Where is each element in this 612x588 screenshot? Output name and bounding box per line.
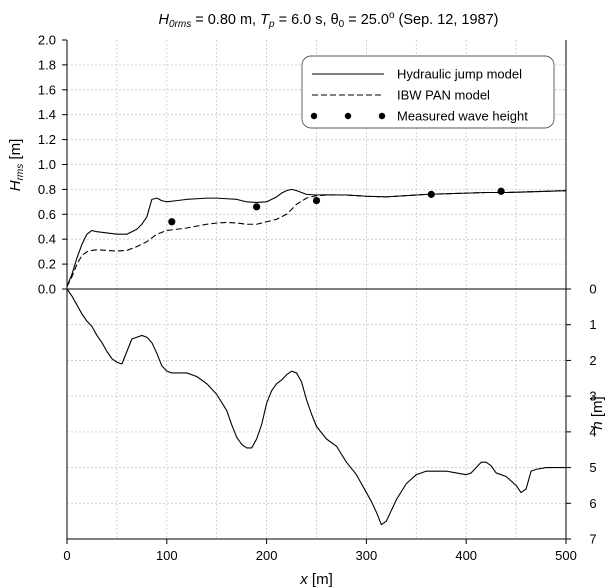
title-part: H (158, 12, 169, 28)
y-bottom-tick-label: 0 (589, 282, 596, 297)
legend: Hydraulic jump model IBW PAN model Measure… (301, 55, 555, 129)
title-part: = 25.0 (344, 12, 389, 28)
y-top-label-main: H (7, 180, 24, 191)
x-tick-label: 0 (63, 548, 70, 563)
y-top-tick-label: 0.8 (38, 182, 56, 197)
y-top-tick-label: 0.2 (38, 257, 56, 272)
y-bottom-tick-label: 2 (589, 353, 596, 368)
measured-point (497, 187, 505, 195)
legend-marker (310, 112, 318, 120)
chart-title: H0rms = 0.80 m, Tp = 6.0 s, θ0 = 25.0o (… (158, 10, 498, 30)
x-tick-label: 400 (455, 548, 477, 563)
y-top-label-unit: [m] (7, 139, 24, 164)
legend-marker (378, 112, 386, 120)
legend-label: IBW PAN model (397, 88, 490, 103)
title-part: 0 (339, 19, 345, 30)
y-top-tick-label: 1.0 (38, 157, 56, 172)
y-bottom-tick-label: 6 (589, 496, 596, 511)
x-tick-label: 200 (256, 548, 278, 563)
y-bottom-label-main: h (589, 421, 606, 429)
y-top-axis-label: Hrms [m] (7, 139, 26, 192)
y-top-tick-label: 1.4 (38, 107, 56, 122)
measured-point (253, 203, 261, 211)
x-axis-label-main: x (299, 571, 308, 588)
x-axis-label-unit: [m] (308, 571, 333, 588)
y-top-tick-label: 0.4 (38, 232, 56, 247)
title-part: = 0.80 m, (191, 12, 260, 28)
y-top-tick-label: 0.0 (38, 282, 56, 297)
title-part: 0rms (169, 19, 191, 30)
y-bottom-label-unit: [m] (589, 396, 606, 421)
x-tick-label: 300 (356, 548, 378, 563)
title-part: o (389, 10, 395, 21)
y-bottom-tick-label: 3 (589, 389, 596, 404)
measured-point (168, 218, 176, 226)
title-part: (Sep. 12, 1987) (395, 12, 499, 28)
legend-label: Measured wave height (397, 109, 528, 124)
y-bottom-tick-label: 1 (589, 317, 596, 332)
ticks-layer: 0 100 200 300 400 500 0.0 0.2 0.4 0.6 0.8 1.0 1.2 1.4… (38, 33, 597, 564)
legend-label: Hydraulic jump model (397, 67, 522, 82)
y-bottom-tick-label: 7 (589, 532, 596, 547)
title-part: = 6.0 s, θ (275, 12, 339, 28)
legend-marker (344, 112, 352, 120)
y-top-tick-label: 1.6 (38, 82, 56, 97)
y-top-tick-label: 0.6 (38, 207, 56, 222)
x-tick-label: 500 (555, 548, 577, 563)
y-top-tick-label: 1.2 (38, 132, 56, 147)
series-layer (66, 187, 567, 526)
measured-point (427, 190, 435, 198)
y-bottom-axis-label: h [m] (589, 396, 606, 429)
y-bottom-tick-label: 4 (589, 424, 596, 439)
title-part: p (268, 19, 275, 30)
y-top-label-sub: rms (15, 164, 26, 181)
x-axis-label: x [m] (299, 571, 333, 588)
labels-layer: H0rms = 0.80 m, Tp = 6.0 s, θ0 = 25.0o (… (7, 10, 606, 588)
title-part: T (260, 12, 270, 28)
x-tick-label: 100 (156, 548, 178, 563)
y-top-tick-label: 1.8 (38, 57, 56, 72)
depth-profile-line (66, 288, 566, 526)
y-bottom-tick-label: 5 (589, 460, 596, 475)
y-top-tick-label: 2.0 (38, 33, 56, 48)
measured-point (312, 197, 321, 205)
